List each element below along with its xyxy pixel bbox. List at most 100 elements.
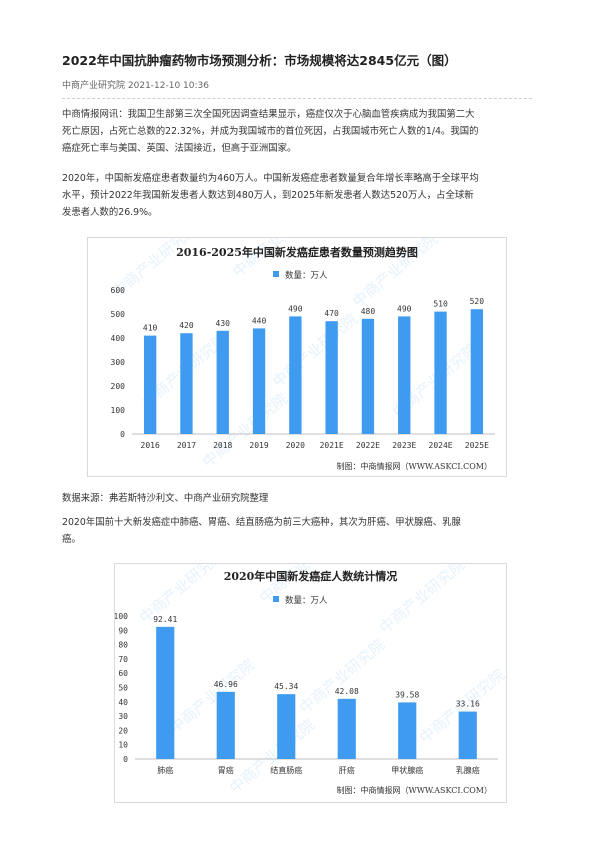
bar	[216, 691, 235, 759]
x-tick-label: 2016	[141, 441, 160, 450]
y-tick-label: 90	[118, 626, 128, 635]
paragraph-1-line: 癌症死亡率与美国、英国、法国接近，但高于亚洲国家。	[62, 143, 297, 154]
bar	[398, 702, 417, 759]
x-tick-label: 2017	[177, 441, 196, 450]
y-tick-label: 200	[111, 382, 126, 391]
paragraph-1-line: 中商情报网讯：我国卫生部第三次全国死因调查结果显示，癌症仅次于心脑血管疾病成为我…	[62, 109, 475, 120]
legend-swatch	[273, 271, 279, 277]
article-source[interactable]: 中商产业研究院	[62, 81, 126, 91]
y-tick-label: 100	[111, 406, 126, 415]
bar	[337, 698, 356, 759]
bar	[458, 711, 477, 759]
y-tick-label: 70	[118, 655, 128, 664]
x-tick-label: 甲状腺癌	[391, 765, 423, 775]
legend-swatch	[273, 596, 279, 602]
chart-title: 2020年中国新发癌症人数统计情况	[224, 569, 398, 583]
x-tick-label: 2019	[249, 441, 268, 450]
data-label: 92.41	[153, 615, 177, 624]
watermark-text: 中商产业研究院	[226, 716, 318, 797]
y-tick-label: 40	[118, 698, 128, 707]
bar	[143, 335, 157, 434]
x-tick-label: 2018	[213, 441, 232, 450]
y-tick-label: 100	[115, 612, 128, 621]
data-label: 39.58	[395, 690, 419, 699]
paragraph-2-line: 2020年，中国新发癌症患者数量约为460万人。中国新发癌症患者数量复合年增长率…	[62, 173, 479, 184]
paragraph-3-line: 癌。	[62, 534, 81, 545]
x-tick-label: 结直肠癌	[270, 765, 302, 775]
bar	[434, 311, 447, 434]
paragraph-2-line: 水平，预计2022年我国新发患者人数达到480万人，到2025年新发患者人数达5…	[62, 190, 474, 201]
bar	[470, 309, 484, 434]
data-label: 430	[216, 319, 231, 328]
y-tick-label: 400	[111, 334, 126, 343]
article-datetime: 2021-12-10 10:36	[127, 81, 209, 91]
data-label: 490	[397, 304, 412, 313]
bar	[277, 694, 296, 759]
data-label: 440	[252, 316, 267, 325]
data-label: 42.08	[335, 687, 359, 696]
y-tick-label: 50	[118, 684, 128, 693]
bar	[398, 316, 411, 434]
legend-label: 数量：万人	[285, 270, 328, 281]
data-label: 490	[288, 304, 303, 313]
y-tick-label: 600	[111, 286, 126, 295]
bar	[252, 328, 266, 434]
watermark-text: 中商产业研究院	[136, 564, 228, 627]
data-label: 470	[324, 309, 339, 318]
y-tick-label: 60	[118, 669, 128, 678]
data-label: 420	[179, 321, 194, 330]
watermark-text: 中商产业研究院	[199, 390, 291, 471]
title-divider	[62, 98, 532, 99]
bar	[156, 626, 175, 759]
paragraph-3: 2020年国前十大新发癌症中肺癌、胃癌、结直肠癌为前三大癌种，其次为肝癌、甲状腺…	[62, 514, 532, 548]
x-tick-label: 2024E	[429, 441, 453, 450]
x-tick-label: 乳腺癌	[456, 765, 480, 775]
bar	[325, 321, 338, 434]
y-tick-label: 20	[118, 726, 128, 735]
x-tick-label: 2022E	[356, 441, 380, 450]
paragraph-2: 2020年，中国新发癌症患者数量约为460万人。中国新发癌症患者数量复合年增长率…	[62, 170, 532, 221]
x-tick-label: 肝癌	[339, 765, 355, 775]
chart-credit: 制图：中商情报网（WWW.ASKCI.COM）	[336, 461, 492, 471]
data-label: 46.96	[214, 680, 238, 689]
x-tick-label: 2025E	[465, 441, 489, 450]
x-tick-label: 胃癌	[218, 765, 234, 775]
data-label: 520	[470, 297, 485, 306]
bar	[361, 318, 375, 434]
article-meta: 中商产业研究院 2021-12-10 10:36	[62, 79, 209, 93]
paragraph-1-line: 死亡原因，占死亡总数的22.32%，并成为我国城市的首位死因，占我国城市死亡人数…	[62, 126, 479, 137]
y-tick-label: 0	[120, 430, 125, 439]
watermark-text: 中商产业研究院	[166, 656, 258, 737]
paragraph-1: 中商情报网讯：我国卫生部第三次全国死因调查结果显示，癌症仅次于心脑血管疾病成为我…	[62, 106, 532, 157]
data-label: 480	[361, 307, 376, 316]
chart-title: 2016-2025年中国新发癌症患者数量预测趋势图	[176, 245, 418, 259]
data-label: 410	[143, 324, 158, 333]
chart-credit: 制图：中商情报网（WWW.ASKCI.COM）	[336, 785, 492, 795]
x-tick-label: 2020	[286, 441, 305, 450]
y-tick-label: 30	[118, 712, 128, 721]
x-tick-label: 肺癌	[157, 765, 173, 775]
y-tick-label: 80	[118, 641, 128, 650]
data-label: 510	[433, 300, 448, 309]
y-tick-label: 500	[111, 310, 126, 319]
bar	[180, 333, 193, 434]
paragraph-2-line: 发患者人数的26.9%。	[62, 207, 158, 218]
y-tick-label: 300	[111, 358, 126, 367]
x-tick-label: 2023E	[392, 441, 416, 450]
y-tick-label: 0	[123, 755, 128, 764]
y-tick-label: 10	[118, 741, 128, 750]
data-source-note: 数据来源：弗若斯特沙利文、中商产业研究院整理	[62, 493, 269, 504]
x-tick-label: 2021E	[320, 441, 344, 450]
watermark-text: 中商产业研究院	[269, 310, 361, 391]
article-title: 2022年中国抗肿瘤药物市场预测分析：市场规模将达2845亿元（图）	[62, 53, 457, 68]
chart-1: 中商产业研究院中商产业研究院中商产业研究院中商产业研究院中商产业研究院中商产业研…	[109, 238, 495, 471]
chart-2-container: 中商产业研究院 中商产业研究院 中商产业研究院 中商产业研究院 中商产业研究院 中商产业研…	[114, 563, 507, 803]
data-label: 33.16	[456, 700, 480, 709]
bar	[216, 330, 229, 434]
paragraph-3-line: 2020年国前十大新发癌症中肺癌、胃癌、结直肠癌为前三大癌种，其次为肝癌、甲状腺…	[62, 517, 461, 528]
chart-1-container: 中商产业研究院中商产业研究院中商产业研究院中商产业研究院中商产业研究院中商产业研…	[87, 237, 507, 477]
bar	[289, 316, 302, 434]
data-label: 45.34	[274, 682, 298, 691]
legend-label: 数量：万人	[285, 595, 328, 606]
